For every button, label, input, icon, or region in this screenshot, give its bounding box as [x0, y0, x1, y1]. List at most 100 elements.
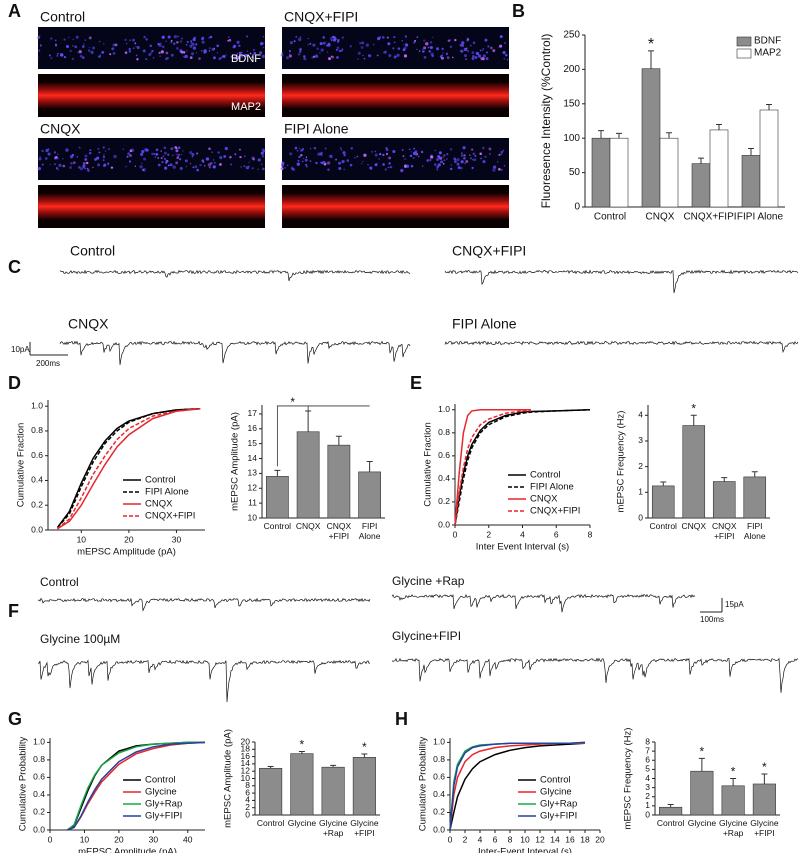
- x-tick-label: 6: [554, 529, 559, 539]
- y-tick-label: 4: [645, 773, 650, 783]
- fluorescence-dot: [336, 56, 339, 59]
- fluorescence-dot: [237, 56, 241, 60]
- fluorescence-dot: [252, 48, 255, 51]
- fluorescence-dot: [54, 163, 56, 165]
- fluorescence-dot: [437, 155, 441, 158]
- fluorescence-dot: [103, 163, 107, 167]
- fluorescence-dot: [327, 42, 331, 46]
- fluorescence-dot: [346, 159, 350, 162]
- cumulative-line: [56, 407, 201, 528]
- trace-label: Glycine 100µM: [40, 632, 120, 646]
- x-tick-label: Glycine: [287, 818, 317, 828]
- legend-label: MAP2: [754, 48, 782, 59]
- fluorescence-dot: [125, 165, 127, 168]
- fluorescence-dot: [341, 48, 344, 51]
- fluorescence-dot: [465, 49, 468, 51]
- fluorescence-dot: [299, 48, 302, 51]
- fluorescence-dot: [471, 166, 474, 169]
- fluorescence-dot: [233, 44, 237, 48]
- y-axis-label: mEPSC Amplitude (pA): [230, 412, 241, 511]
- fluorescence-dot: [48, 54, 51, 57]
- x-tick-label: CNQX +FIPI: [326, 521, 352, 541]
- fluorescence-dot: [403, 44, 405, 46]
- fluorescence-dot: [180, 153, 182, 156]
- fluorescence-dot: [472, 55, 475, 58]
- x-axis-label: Inter Event Interval (s): [476, 542, 569, 553]
- fluorescence-dot: [467, 50, 469, 52]
- fluorescence-dot: [134, 165, 137, 167]
- dendrite: [282, 82, 509, 109]
- error-bar: [748, 148, 754, 156]
- x-tick-label: FIPI Alone: [358, 521, 381, 541]
- trace-label: CNQX+FIPI: [452, 243, 526, 259]
- scale-label: 15pA: [725, 600, 744, 609]
- fluorescence-dot: [136, 58, 139, 61]
- annotation: *: [691, 401, 696, 415]
- legend-label: Gly+FIPI: [540, 811, 577, 822]
- bar: [327, 444, 351, 519]
- fluorescence-dot: [303, 55, 306, 58]
- fluorescence-dot: [77, 51, 79, 54]
- fluorescence-dot: [60, 53, 64, 57]
- y-tick-label: 0.0: [31, 524, 43, 534]
- fluorescence-dot: [340, 49, 343, 52]
- fluorescence-dot: [288, 49, 292, 53]
- fluorescence-dot: [172, 154, 174, 157]
- micrograph-title: Control: [40, 9, 85, 25]
- fluorescence-dot: [441, 56, 444, 60]
- cumulative-line: [454, 409, 531, 526]
- fluorescence-dot: [41, 163, 44, 166]
- bar: [651, 485, 675, 519]
- fluorescence-dot: [189, 151, 193, 155]
- x-tick-label: 8: [588, 529, 593, 539]
- y-tick-label: 0.6: [433, 772, 445, 782]
- error-bar: [616, 132, 622, 139]
- fluorescence-dot: [155, 153, 159, 156]
- fluorescence-dot: [179, 40, 183, 43]
- fluorescence-dot: [128, 160, 132, 163]
- fluorescence-dot: [213, 47, 216, 50]
- x-tick-label-box: CNQX: [681, 521, 706, 531]
- fluorescence-dot: [107, 148, 110, 151]
- fluorescence-dot: [243, 165, 246, 167]
- fluorescence-dot: [259, 51, 263, 55]
- fluorescence-dot: [228, 36, 230, 38]
- fluorescence-dot: [479, 49, 482, 52]
- panel-label: F: [8, 601, 19, 621]
- fluorescence-dot: [92, 166, 94, 169]
- fluorescence-dot: [482, 48, 485, 50]
- fluorescence-dot: [322, 160, 326, 165]
- fluorescence-dot: [460, 166, 463, 170]
- fluorescence-dot: [442, 51, 444, 54]
- fluorescence-dot: [184, 160, 187, 162]
- fluorescence-dot: [160, 42, 162, 45]
- fluorescence-dot: [287, 164, 289, 167]
- bar: [352, 757, 376, 816]
- y-tick-label: 0.8: [33, 754, 45, 764]
- legend-label: Gly+Rap: [145, 799, 182, 810]
- fluorescence-dot: [436, 168, 439, 171]
- fluorescence-dot: [203, 50, 207, 54]
- fluorescence-dot: [330, 55, 333, 58]
- fluorescence-dot: [460, 154, 464, 157]
- fluorescence-dot: [298, 147, 301, 150]
- fluorescence-dot: [189, 162, 192, 165]
- x-tick-label: FIPI Alone: [737, 212, 784, 223]
- y-tick-label: 1.0: [433, 737, 445, 747]
- fluorescence-dot: [499, 44, 503, 48]
- fluorescence-dot: [218, 57, 222, 61]
- fluorescence-dot: [465, 58, 467, 60]
- fluorescence-dot: [150, 52, 152, 54]
- fluorescence-dot: [72, 45, 74, 47]
- fluorescence-dot: [189, 44, 193, 48]
- x-tick-label: 4: [520, 529, 525, 539]
- fluorescence-dot: [37, 56, 40, 59]
- fluorescence-dot: [454, 158, 457, 161]
- fluorescence-dot: [192, 166, 195, 169]
- fluorescence-dot: [463, 54, 467, 58]
- fluorescence-dot: [460, 160, 464, 164]
- fluorescence-dot: [141, 149, 145, 154]
- fluorescence-dot: [148, 53, 152, 57]
- fluorescence-dot: [219, 163, 222, 165]
- fluorescence-dot: [452, 56, 454, 59]
